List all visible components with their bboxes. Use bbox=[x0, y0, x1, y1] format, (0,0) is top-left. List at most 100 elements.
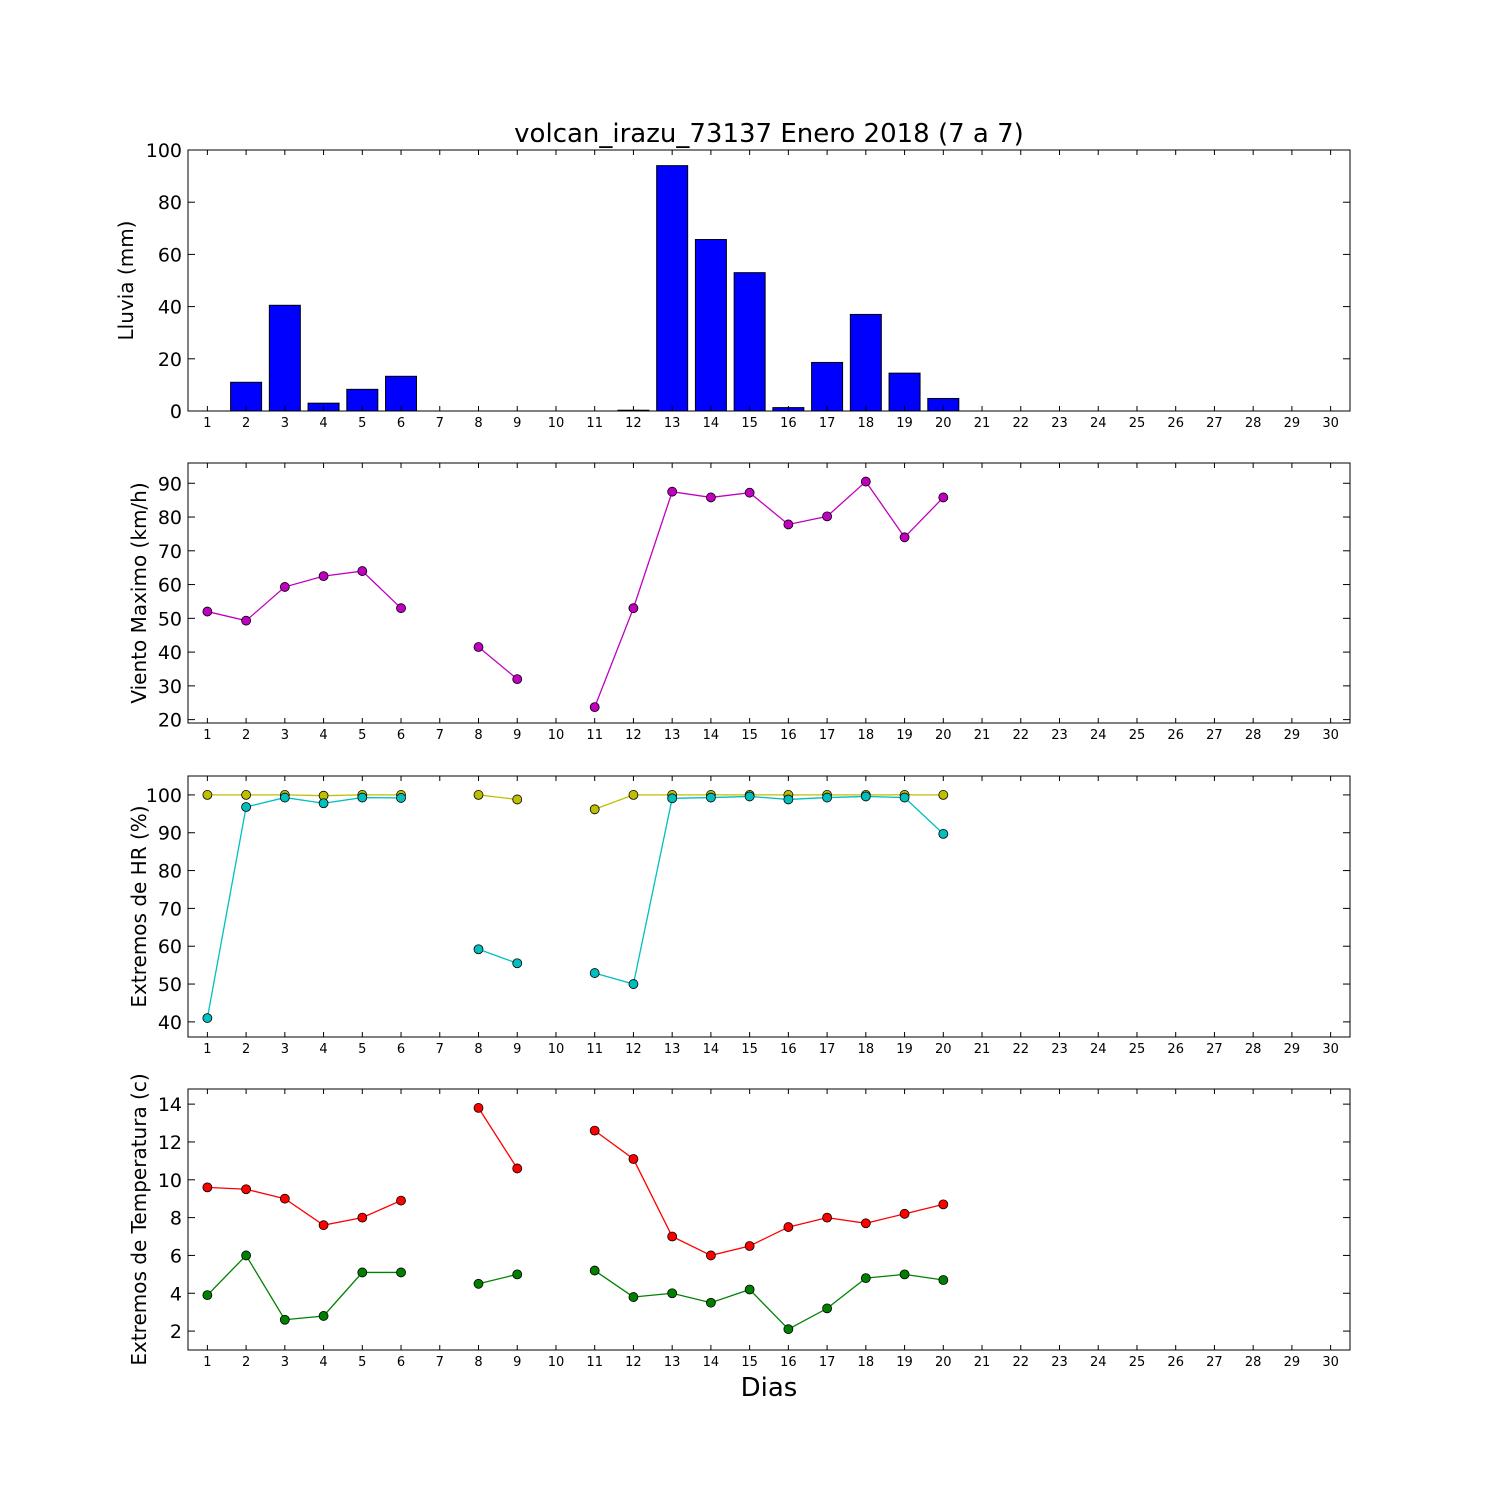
point-temperature-0-day-6 bbox=[396, 1195, 406, 1206]
panel-temperature: 1 2 3 4 5 6 7 8 9 10 11 12 13 14 15 16 17 18 19 20 21 22 23 24 2… bbox=[127, 1073, 1351, 1370]
y-tick-label-humidity-50: 50 bbox=[158, 974, 182, 996]
x-tick-label-wind-9: 9 bbox=[513, 728, 521, 743]
point-temperature-1-day-6 bbox=[396, 1267, 406, 1278]
x-tick-label-humidity-22: 22 bbox=[1012, 1042, 1029, 1057]
x-tick-label-temperature-14: 14 bbox=[703, 1355, 720, 1370]
x-tick-label-temperature-11: 11 bbox=[586, 1355, 603, 1370]
x-tick-label-humidity-30: 30 bbox=[1322, 1042, 1339, 1057]
x-tick-label-temperature-17: 17 bbox=[819, 1355, 836, 1370]
x-tick-label-rain-24: 24 bbox=[1090, 416, 1107, 431]
point-temperature-0-day-2 bbox=[241, 1184, 252, 1195]
y-tick-label-temperature-4: 4 bbox=[170, 1283, 182, 1305]
point-humidity-0-day-12 bbox=[628, 790, 639, 800]
y-tick-label-humidity-100: 100 bbox=[146, 785, 182, 807]
x-tick-label-humidity-6: 6 bbox=[397, 1042, 405, 1057]
x-tick-label-humidity-18: 18 bbox=[858, 1042, 875, 1057]
x-tick-label-wind-26: 26 bbox=[1167, 728, 1184, 743]
x-tick-label-humidity-9: 9 bbox=[513, 1042, 521, 1057]
x-tick-label-rain-4: 4 bbox=[319, 416, 327, 431]
x-tick-label-wind-17: 17 bbox=[819, 728, 836, 743]
point-temperature-1-day-15 bbox=[744, 1284, 755, 1295]
y-axis-label-rain: Lluvia (mm) bbox=[114, 221, 138, 341]
y-tick-label-wind-40: 40 bbox=[158, 642, 182, 664]
x-tick-label-humidity-16: 16 bbox=[780, 1042, 797, 1057]
point-wind-0-day-17 bbox=[822, 511, 832, 522]
x-tick-label-humidity-14: 14 bbox=[703, 1042, 720, 1057]
x-tick-label-rain-26: 26 bbox=[1167, 416, 1184, 431]
bar-day-13 bbox=[656, 165, 689, 412]
point-humidity-0-day-20 bbox=[938, 790, 949, 800]
series-temperature-1 bbox=[202, 1250, 949, 1335]
x-tick-label-wind-2: 2 bbox=[242, 728, 250, 743]
point-temperature-1-day-4 bbox=[318, 1311, 329, 1321]
point-humidity-0-day-2 bbox=[241, 790, 252, 800]
x-tick-label-humidity-11: 11 bbox=[586, 1042, 603, 1057]
point-temperature-0-day-5 bbox=[357, 1212, 368, 1223]
series-line-humidity-1-1 bbox=[478, 948, 518, 964]
point-humidity-1-day-18 bbox=[860, 791, 871, 802]
x-tick-label-rain-7: 7 bbox=[436, 416, 444, 431]
x-tick-label-wind-4: 4 bbox=[319, 728, 327, 743]
point-humidity-1-day-9 bbox=[512, 958, 523, 969]
x-tick-label-wind-20: 20 bbox=[935, 728, 952, 743]
x-tick-label-rain-13: 13 bbox=[664, 416, 681, 431]
point-temperature-1-day-14 bbox=[706, 1297, 716, 1308]
y-axis-label-wind: Viento Maximo (km/h) bbox=[127, 482, 151, 703]
x-tick-label-humidity-1: 1 bbox=[203, 1042, 211, 1057]
point-humidity-1-day-19 bbox=[899, 792, 910, 803]
point-temperature-1-day-16 bbox=[783, 1324, 794, 1335]
point-humidity-1-day-13 bbox=[667, 793, 678, 804]
y-tick-label-rain-0: 0 bbox=[170, 401, 182, 423]
y-tick-label-humidity-90: 90 bbox=[158, 823, 182, 845]
x-tick-label-wind-22: 22 bbox=[1012, 728, 1029, 743]
point-temperature-0-day-17 bbox=[822, 1212, 832, 1223]
panels: 1 2 3 4 5 6 7 8 9 10 11 12 13 14 15 16 17 18 19 20 21 22 23 24 2… bbox=[114, 140, 1351, 1370]
x-tick-label-rain-28: 28 bbox=[1245, 416, 1262, 431]
y-tick-label-temperature-2: 2 bbox=[170, 1321, 182, 1343]
series-line-humidity-0-0 bbox=[207, 794, 402, 797]
series-line-temperature-1-1 bbox=[478, 1273, 518, 1285]
x-tick-label-humidity-7: 7 bbox=[436, 1042, 444, 1057]
series-line-humidity-1-0 bbox=[206, 796, 402, 1019]
x-tick-label-temperature-3: 3 bbox=[281, 1355, 289, 1370]
x-tick-label-wind-30: 30 bbox=[1322, 728, 1339, 743]
point-temperature-1-day-9 bbox=[512, 1269, 523, 1280]
point-humidity-0-day-9 bbox=[512, 794, 523, 805]
x-tick-label-wind-10: 10 bbox=[548, 728, 565, 743]
point-humidity-1-day-20 bbox=[938, 828, 949, 839]
x-tick-label-wind-7: 7 bbox=[436, 728, 444, 743]
point-temperature-1-day-11 bbox=[589, 1265, 600, 1276]
x-tick-label-temperature-24: 24 bbox=[1090, 1355, 1107, 1370]
point-humidity-1-day-4 bbox=[318, 798, 329, 809]
bar-day-17 bbox=[811, 361, 844, 412]
x-tick-label-temperature-26: 26 bbox=[1167, 1355, 1184, 1370]
x-tick-label-wind-27: 27 bbox=[1206, 728, 1223, 743]
point-temperature-0-day-18 bbox=[860, 1218, 871, 1229]
x-tick-label-humidity-26: 26 bbox=[1167, 1042, 1184, 1057]
point-wind-0-day-20 bbox=[938, 492, 949, 503]
x-tick-label-temperature-21: 21 bbox=[974, 1355, 991, 1370]
y-axis-label-humidity: Extremos de HR (%) bbox=[127, 805, 151, 1007]
point-wind-0-day-11 bbox=[589, 702, 600, 713]
series-line-wind-0-1 bbox=[478, 646, 518, 680]
x-tick-label-rain-20: 20 bbox=[935, 416, 952, 431]
point-temperature-0-day-8 bbox=[473, 1103, 484, 1113]
x-tick-label-temperature-30: 30 bbox=[1322, 1355, 1339, 1370]
point-temperature-0-day-16 bbox=[783, 1222, 794, 1232]
series-line-temperature-0-1 bbox=[477, 1107, 518, 1169]
x-tick-label-wind-13: 13 bbox=[664, 728, 681, 743]
x-tick-label-rain-5: 5 bbox=[358, 416, 366, 431]
y-tick-label-wind-80: 80 bbox=[158, 507, 182, 529]
x-tick-label-temperature-23: 23 bbox=[1051, 1355, 1068, 1370]
panel-humidity: 1 2 3 4 5 6 7 8 9 10 11 12 13 14 15 16 17 18 19 20 21 22 23 24 2… bbox=[127, 775, 1351, 1057]
panel-wind: 1 2 3 4 5 6 7 8 9 10 11 12 13 14 15 16 17 18 19 20 21 22 23 24 2… bbox=[127, 462, 1351, 743]
x-tick-label-humidity-23: 23 bbox=[1051, 1042, 1068, 1057]
point-temperature-1-day-13 bbox=[667, 1288, 678, 1299]
bar-day-18 bbox=[849, 313, 882, 412]
y-tick-label-wind-30: 30 bbox=[158, 676, 182, 698]
point-temperature-0-day-13 bbox=[667, 1231, 678, 1242]
point-humidity-1-day-1 bbox=[202, 1013, 213, 1023]
x-tick-label-wind-25: 25 bbox=[1129, 728, 1146, 743]
point-temperature-1-day-18 bbox=[860, 1273, 871, 1284]
